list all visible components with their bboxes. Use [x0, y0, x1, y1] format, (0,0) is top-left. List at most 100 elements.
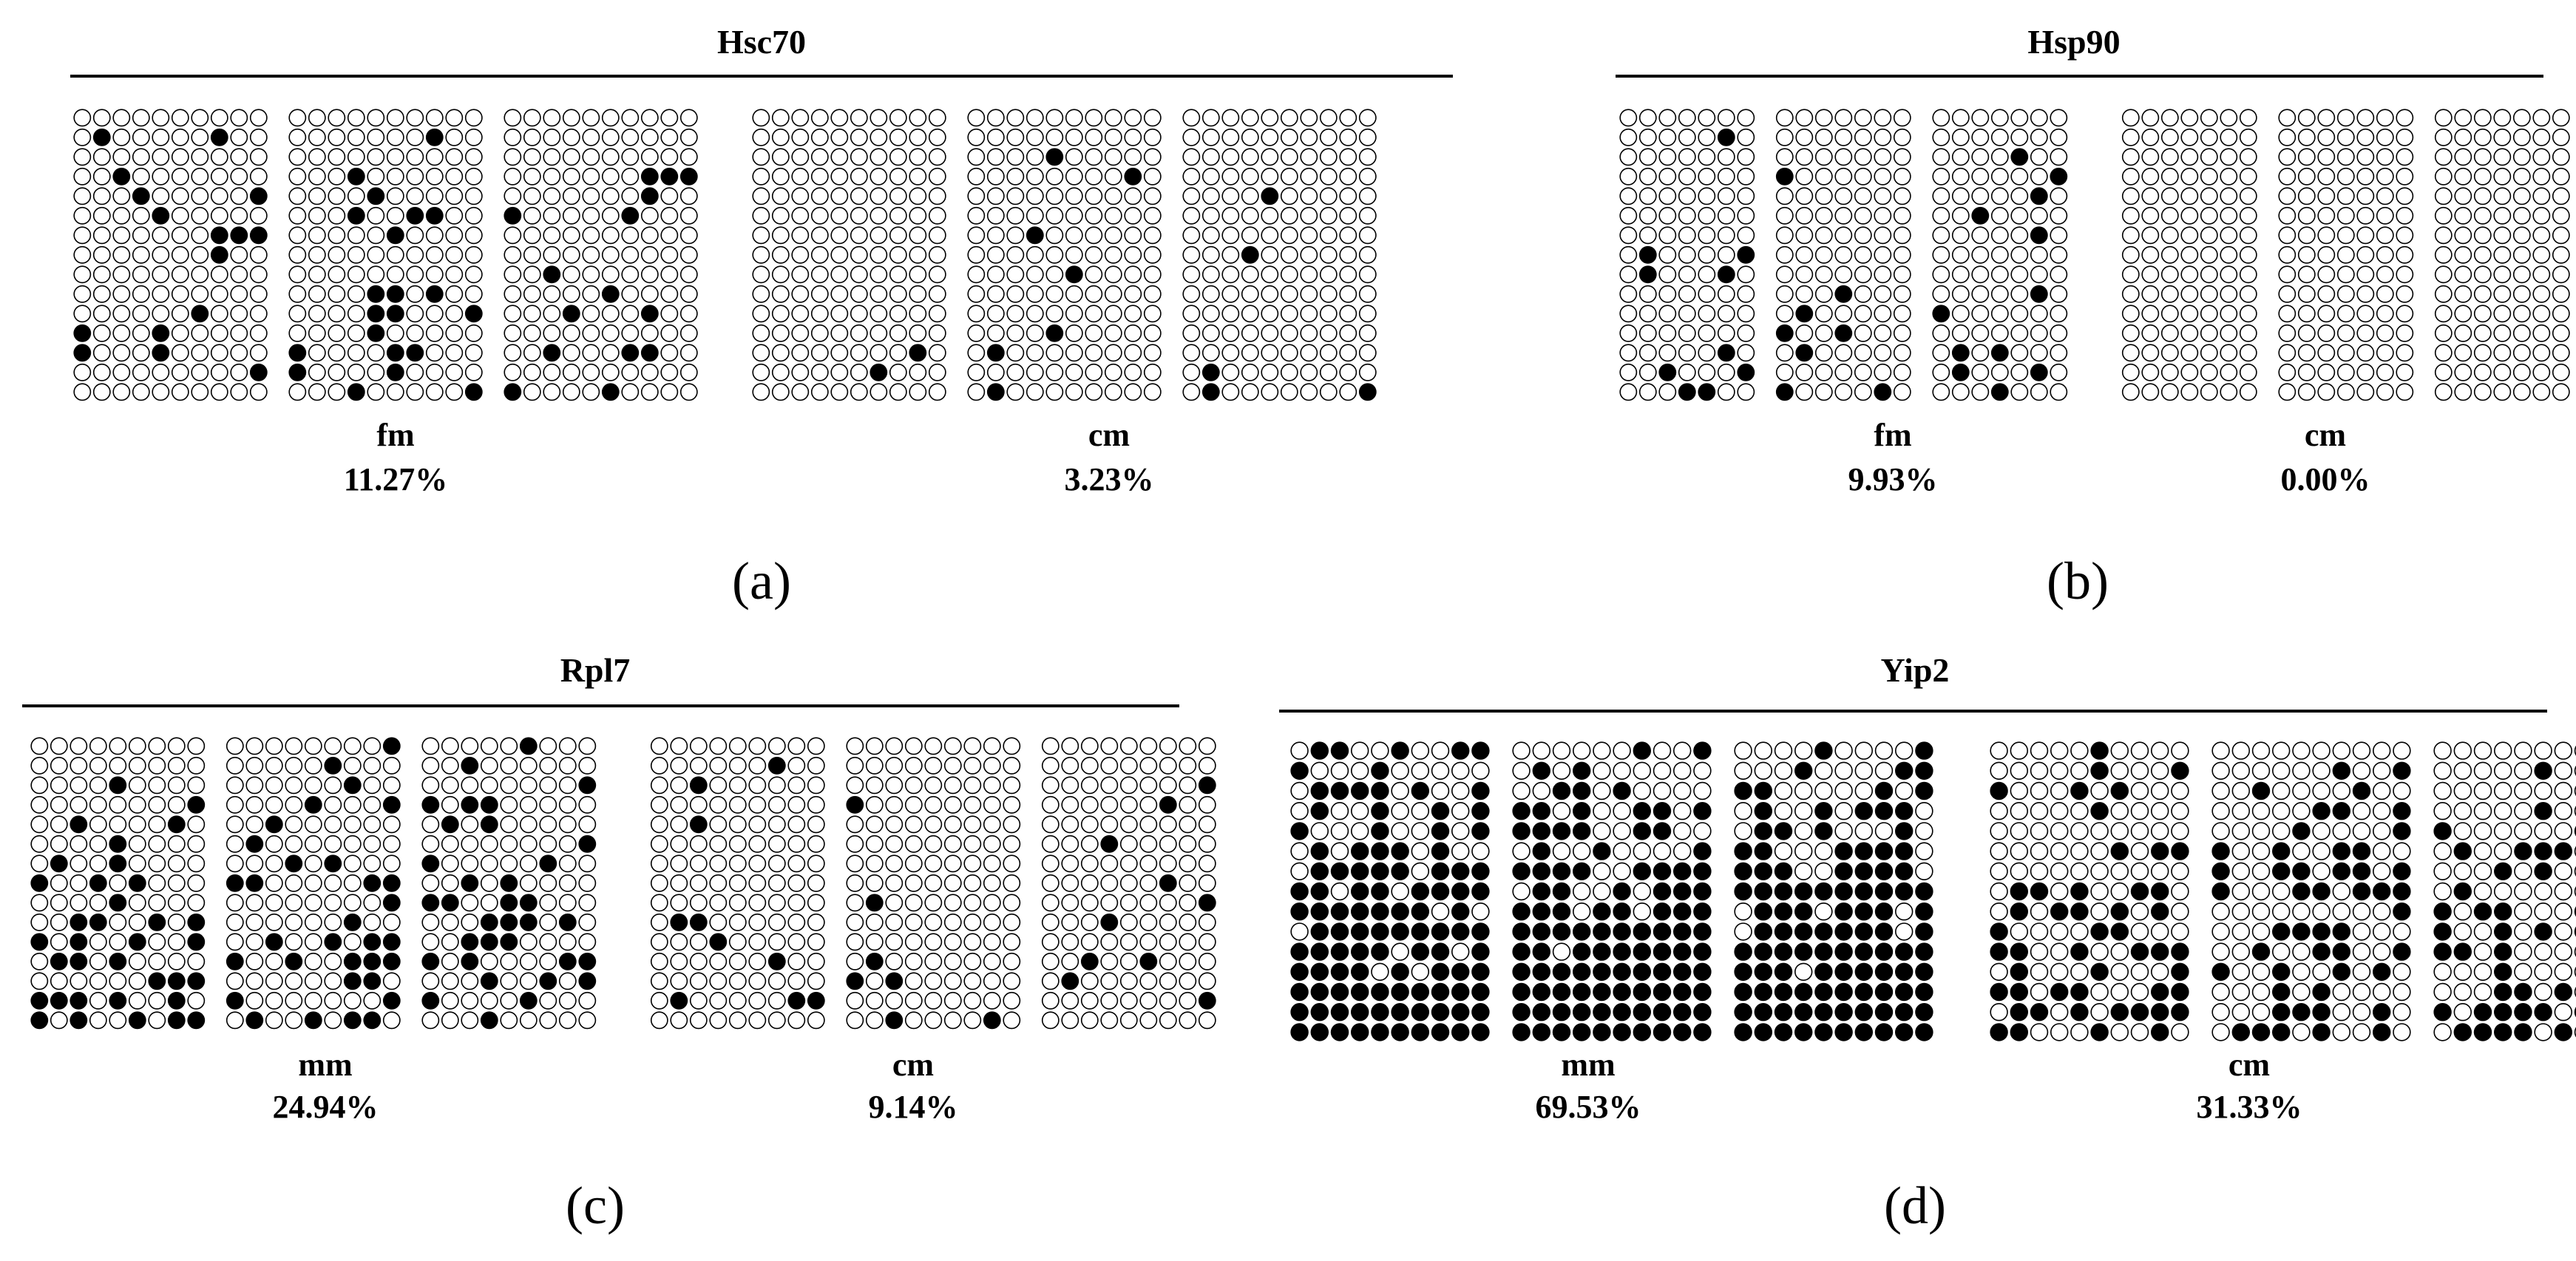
unmethylated-cpg-site — [92, 167, 111, 186]
unmethylated-cpg-site — [2433, 862, 2452, 881]
unmethylated-cpg-site — [1143, 128, 1162, 146]
unmethylated-cpg-site — [578, 854, 597, 873]
unmethylated-cpg-site — [2160, 324, 2179, 342]
unmethylated-cpg-site — [406, 363, 424, 381]
methylated-cpg-site — [2090, 962, 2109, 982]
unmethylated-cpg-site — [582, 285, 600, 303]
methylated-cpg-site — [265, 933, 283, 951]
unmethylated-cpg-site — [1100, 795, 1119, 814]
unmethylated-cpg-site — [1300, 305, 1318, 323]
unmethylated-cpg-site — [2473, 363, 2492, 381]
unmethylated-cpg-site — [328, 109, 346, 127]
unmethylated-cpg-site — [562, 226, 580, 245]
unmethylated-cpg-site — [1100, 991, 1119, 1010]
methylated-cpg-site — [1371, 781, 1389, 801]
unmethylated-cpg-site — [1358, 245, 1377, 264]
unmethylated-cpg-site — [2473, 324, 2492, 342]
unmethylated-cpg-site — [2473, 761, 2492, 781]
unmethylated-cpg-site — [1932, 285, 1950, 303]
unmethylated-cpg-site — [2090, 862, 2109, 881]
unmethylated-cpg-site — [2493, 285, 2512, 303]
unmethylated-cpg-site — [1300, 265, 1318, 284]
unmethylated-cpg-site — [943, 776, 962, 795]
methylated-cpg-site — [128, 874, 146, 892]
methylated-cpg-site — [1638, 265, 1657, 284]
methylated-cpg-site — [504, 206, 522, 225]
unmethylated-cpg-site — [89, 894, 107, 912]
methylated-cpg-site — [1159, 874, 1177, 892]
unmethylated-cpg-site — [1573, 741, 1591, 760]
unmethylated-cpg-site — [1814, 324, 1833, 342]
methylated-cpg-site — [1633, 862, 1652, 881]
unmethylated-cpg-site — [810, 344, 829, 362]
methylated-cpg-site — [2070, 942, 2089, 961]
methylated-cpg-site — [386, 305, 404, 323]
unmethylated-cpg-site — [1951, 128, 1970, 146]
unmethylated-cpg-site — [1698, 285, 1716, 303]
unmethylated-cpg-site — [148, 933, 166, 951]
unmethylated-cpg-site — [539, 776, 557, 795]
unmethylated-cpg-site — [1065, 109, 1083, 127]
unmethylated-cpg-site — [928, 128, 946, 146]
methylated-cpg-site — [1874, 922, 1894, 941]
unmethylated-cpg-site — [870, 109, 888, 127]
methylated-cpg-site — [2130, 942, 2149, 961]
unmethylated-cpg-site — [1698, 109, 1716, 127]
unmethylated-cpg-site — [464, 344, 483, 362]
unmethylated-cpg-site — [2272, 781, 2291, 801]
methylated-cpg-site — [500, 913, 518, 931]
unmethylated-cpg-site — [2231, 781, 2251, 801]
unmethylated-cpg-site — [2396, 109, 2414, 127]
unmethylated-cpg-site — [787, 972, 806, 990]
unmethylated-cpg-site — [1834, 167, 1853, 186]
methylated-cpg-site — [2050, 902, 2069, 921]
unmethylated-cpg-site — [1061, 894, 1079, 912]
methylated-cpg-site — [1754, 801, 1773, 820]
unmethylated-cpg-site — [2396, 363, 2414, 381]
unmethylated-cpg-site — [89, 972, 107, 990]
unmethylated-cpg-site — [924, 933, 943, 951]
unmethylated-cpg-site — [539, 874, 557, 892]
methylated-cpg-site — [1854, 922, 1874, 941]
unmethylated-cpg-site — [1300, 109, 1318, 127]
unmethylated-cpg-site — [1006, 167, 1025, 186]
unmethylated-cpg-site — [1159, 756, 1177, 775]
unmethylated-cpg-site — [2434, 109, 2453, 127]
unmethylated-cpg-site — [73, 285, 92, 303]
unmethylated-cpg-site — [2050, 383, 2068, 401]
unmethylated-cpg-site — [807, 835, 825, 853]
unmethylated-cpg-site — [2393, 1002, 2411, 1022]
unmethylated-cpg-site — [2297, 363, 2316, 381]
methylated-cpg-site — [1990, 781, 2008, 801]
unmethylated-cpg-site — [2454, 344, 2472, 362]
unmethylated-cpg-site — [2070, 922, 2089, 941]
methylated-cpg-site — [1874, 982, 1894, 1002]
unmethylated-cpg-site — [660, 383, 679, 401]
unmethylated-cpg-site — [2121, 148, 2140, 166]
unmethylated-cpg-site — [367, 109, 385, 127]
unmethylated-cpg-site — [1085, 344, 1103, 362]
unmethylated-cpg-site — [2220, 187, 2238, 205]
unmethylated-cpg-site — [830, 324, 849, 342]
methylated-cpg-site — [1290, 1002, 1309, 1022]
methylated-cpg-site — [1874, 842, 1894, 860]
unmethylated-cpg-site — [1159, 737, 1177, 755]
unmethylated-cpg-site — [1371, 962, 1389, 982]
unmethylated-cpg-site — [752, 226, 770, 245]
unmethylated-cpg-site — [210, 305, 228, 323]
unmethylated-cpg-site — [909, 167, 927, 186]
unmethylated-cpg-site — [1854, 363, 1872, 381]
unmethylated-cpg-site — [640, 226, 659, 245]
methylated-cpg-site — [367, 285, 385, 303]
methylated-cpg-site — [2251, 942, 2271, 961]
methylated-cpg-site — [1693, 801, 1712, 820]
methylated-cpg-site — [191, 305, 209, 323]
unmethylated-cpg-site — [1261, 148, 1279, 166]
unmethylated-cpg-site — [1080, 874, 1099, 892]
methylated-cpg-site — [1613, 982, 1631, 1002]
methylated-cpg-site — [2110, 781, 2129, 801]
unmethylated-cpg-site — [1100, 1011, 1119, 1030]
unmethylated-cpg-site — [2396, 206, 2414, 225]
unmethylated-cpg-site — [807, 933, 825, 951]
unmethylated-cpg-site — [1179, 756, 1197, 775]
